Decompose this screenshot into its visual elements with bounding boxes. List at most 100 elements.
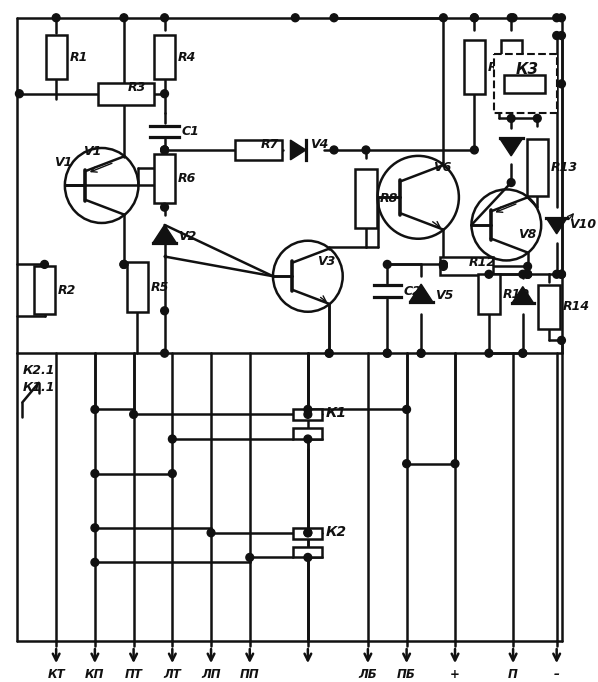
Circle shape — [161, 146, 169, 154]
Text: V3: V3 — [318, 255, 336, 268]
Circle shape — [507, 14, 515, 22]
Circle shape — [440, 14, 447, 22]
Text: V2: V2 — [178, 231, 197, 243]
Circle shape — [246, 554, 254, 561]
Circle shape — [169, 470, 176, 477]
Circle shape — [120, 261, 128, 268]
Bar — [463, 40, 485, 94]
Circle shape — [451, 460, 459, 468]
Circle shape — [507, 179, 515, 186]
Circle shape — [524, 270, 532, 278]
Circle shape — [91, 559, 99, 566]
Circle shape — [383, 261, 391, 268]
Bar — [501, 40, 522, 94]
Bar — [154, 35, 175, 79]
Text: V8: V8 — [518, 228, 536, 241]
Text: R7: R7 — [260, 138, 279, 151]
Circle shape — [440, 261, 447, 268]
Text: V1: V1 — [54, 156, 72, 170]
Polygon shape — [153, 225, 176, 243]
Circle shape — [291, 14, 299, 22]
Text: V5: V5 — [435, 289, 453, 303]
Text: R10: R10 — [502, 288, 530, 301]
Polygon shape — [410, 284, 433, 302]
Text: R1: R1 — [70, 50, 88, 63]
Circle shape — [330, 14, 338, 22]
Text: К2.1: К2.1 — [22, 364, 55, 377]
Bar — [294, 546, 322, 557]
Circle shape — [330, 146, 338, 154]
Text: V10: V10 — [569, 218, 596, 231]
Text: П: П — [508, 668, 518, 681]
Circle shape — [519, 349, 527, 357]
Text: R3: R3 — [128, 81, 146, 94]
Bar — [355, 168, 377, 228]
Circle shape — [558, 14, 565, 22]
Bar — [440, 258, 493, 276]
Bar — [294, 428, 322, 439]
Circle shape — [325, 349, 333, 357]
Circle shape — [558, 80, 565, 88]
Circle shape — [524, 270, 532, 278]
Bar — [235, 140, 282, 160]
Circle shape — [485, 349, 493, 357]
Text: R2: R2 — [58, 284, 77, 297]
Circle shape — [558, 270, 565, 278]
Circle shape — [440, 261, 447, 268]
Circle shape — [383, 349, 391, 357]
Circle shape — [304, 529, 312, 537]
Circle shape — [207, 529, 215, 537]
Text: R13: R13 — [551, 161, 578, 174]
Circle shape — [524, 263, 532, 270]
Bar — [154, 154, 175, 203]
Circle shape — [304, 411, 312, 418]
Text: R5: R5 — [151, 280, 169, 293]
Circle shape — [402, 460, 410, 468]
Circle shape — [440, 263, 447, 270]
Bar — [45, 35, 67, 79]
Text: R9: R9 — [488, 61, 507, 74]
Circle shape — [558, 336, 565, 344]
Circle shape — [553, 14, 560, 22]
Text: ПП: ПП — [240, 668, 260, 681]
Bar — [98, 83, 154, 104]
Circle shape — [402, 406, 410, 413]
Circle shape — [52, 14, 60, 22]
Circle shape — [91, 524, 99, 532]
Circle shape — [304, 554, 312, 561]
Text: ПБ: ПБ — [397, 668, 416, 681]
Circle shape — [485, 270, 493, 278]
Circle shape — [471, 14, 478, 22]
Bar — [294, 409, 322, 420]
Text: C2: C2 — [404, 284, 422, 297]
Circle shape — [362, 146, 370, 154]
Bar — [538, 284, 560, 329]
Text: V6: V6 — [433, 161, 451, 174]
Circle shape — [524, 270, 532, 278]
Circle shape — [558, 270, 565, 278]
Circle shape — [161, 203, 169, 211]
Text: R4: R4 — [178, 50, 197, 63]
Circle shape — [16, 90, 23, 98]
Polygon shape — [546, 218, 567, 234]
Text: R8: R8 — [380, 192, 398, 205]
Circle shape — [161, 146, 169, 154]
Circle shape — [304, 529, 312, 537]
Text: ЛБ: ЛБ — [359, 668, 377, 681]
Text: К2: К2 — [325, 524, 346, 539]
Circle shape — [120, 14, 128, 22]
Polygon shape — [499, 138, 523, 156]
Bar — [294, 528, 322, 539]
Circle shape — [417, 349, 425, 357]
Circle shape — [553, 270, 560, 278]
Text: КП: КП — [85, 668, 105, 681]
Circle shape — [325, 349, 333, 357]
Bar — [478, 274, 499, 314]
Circle shape — [519, 349, 527, 357]
Text: C1: C1 — [182, 125, 200, 138]
Circle shape — [519, 270, 527, 278]
Circle shape — [471, 14, 478, 22]
Circle shape — [509, 14, 517, 22]
Circle shape — [304, 406, 312, 413]
Circle shape — [169, 435, 176, 443]
